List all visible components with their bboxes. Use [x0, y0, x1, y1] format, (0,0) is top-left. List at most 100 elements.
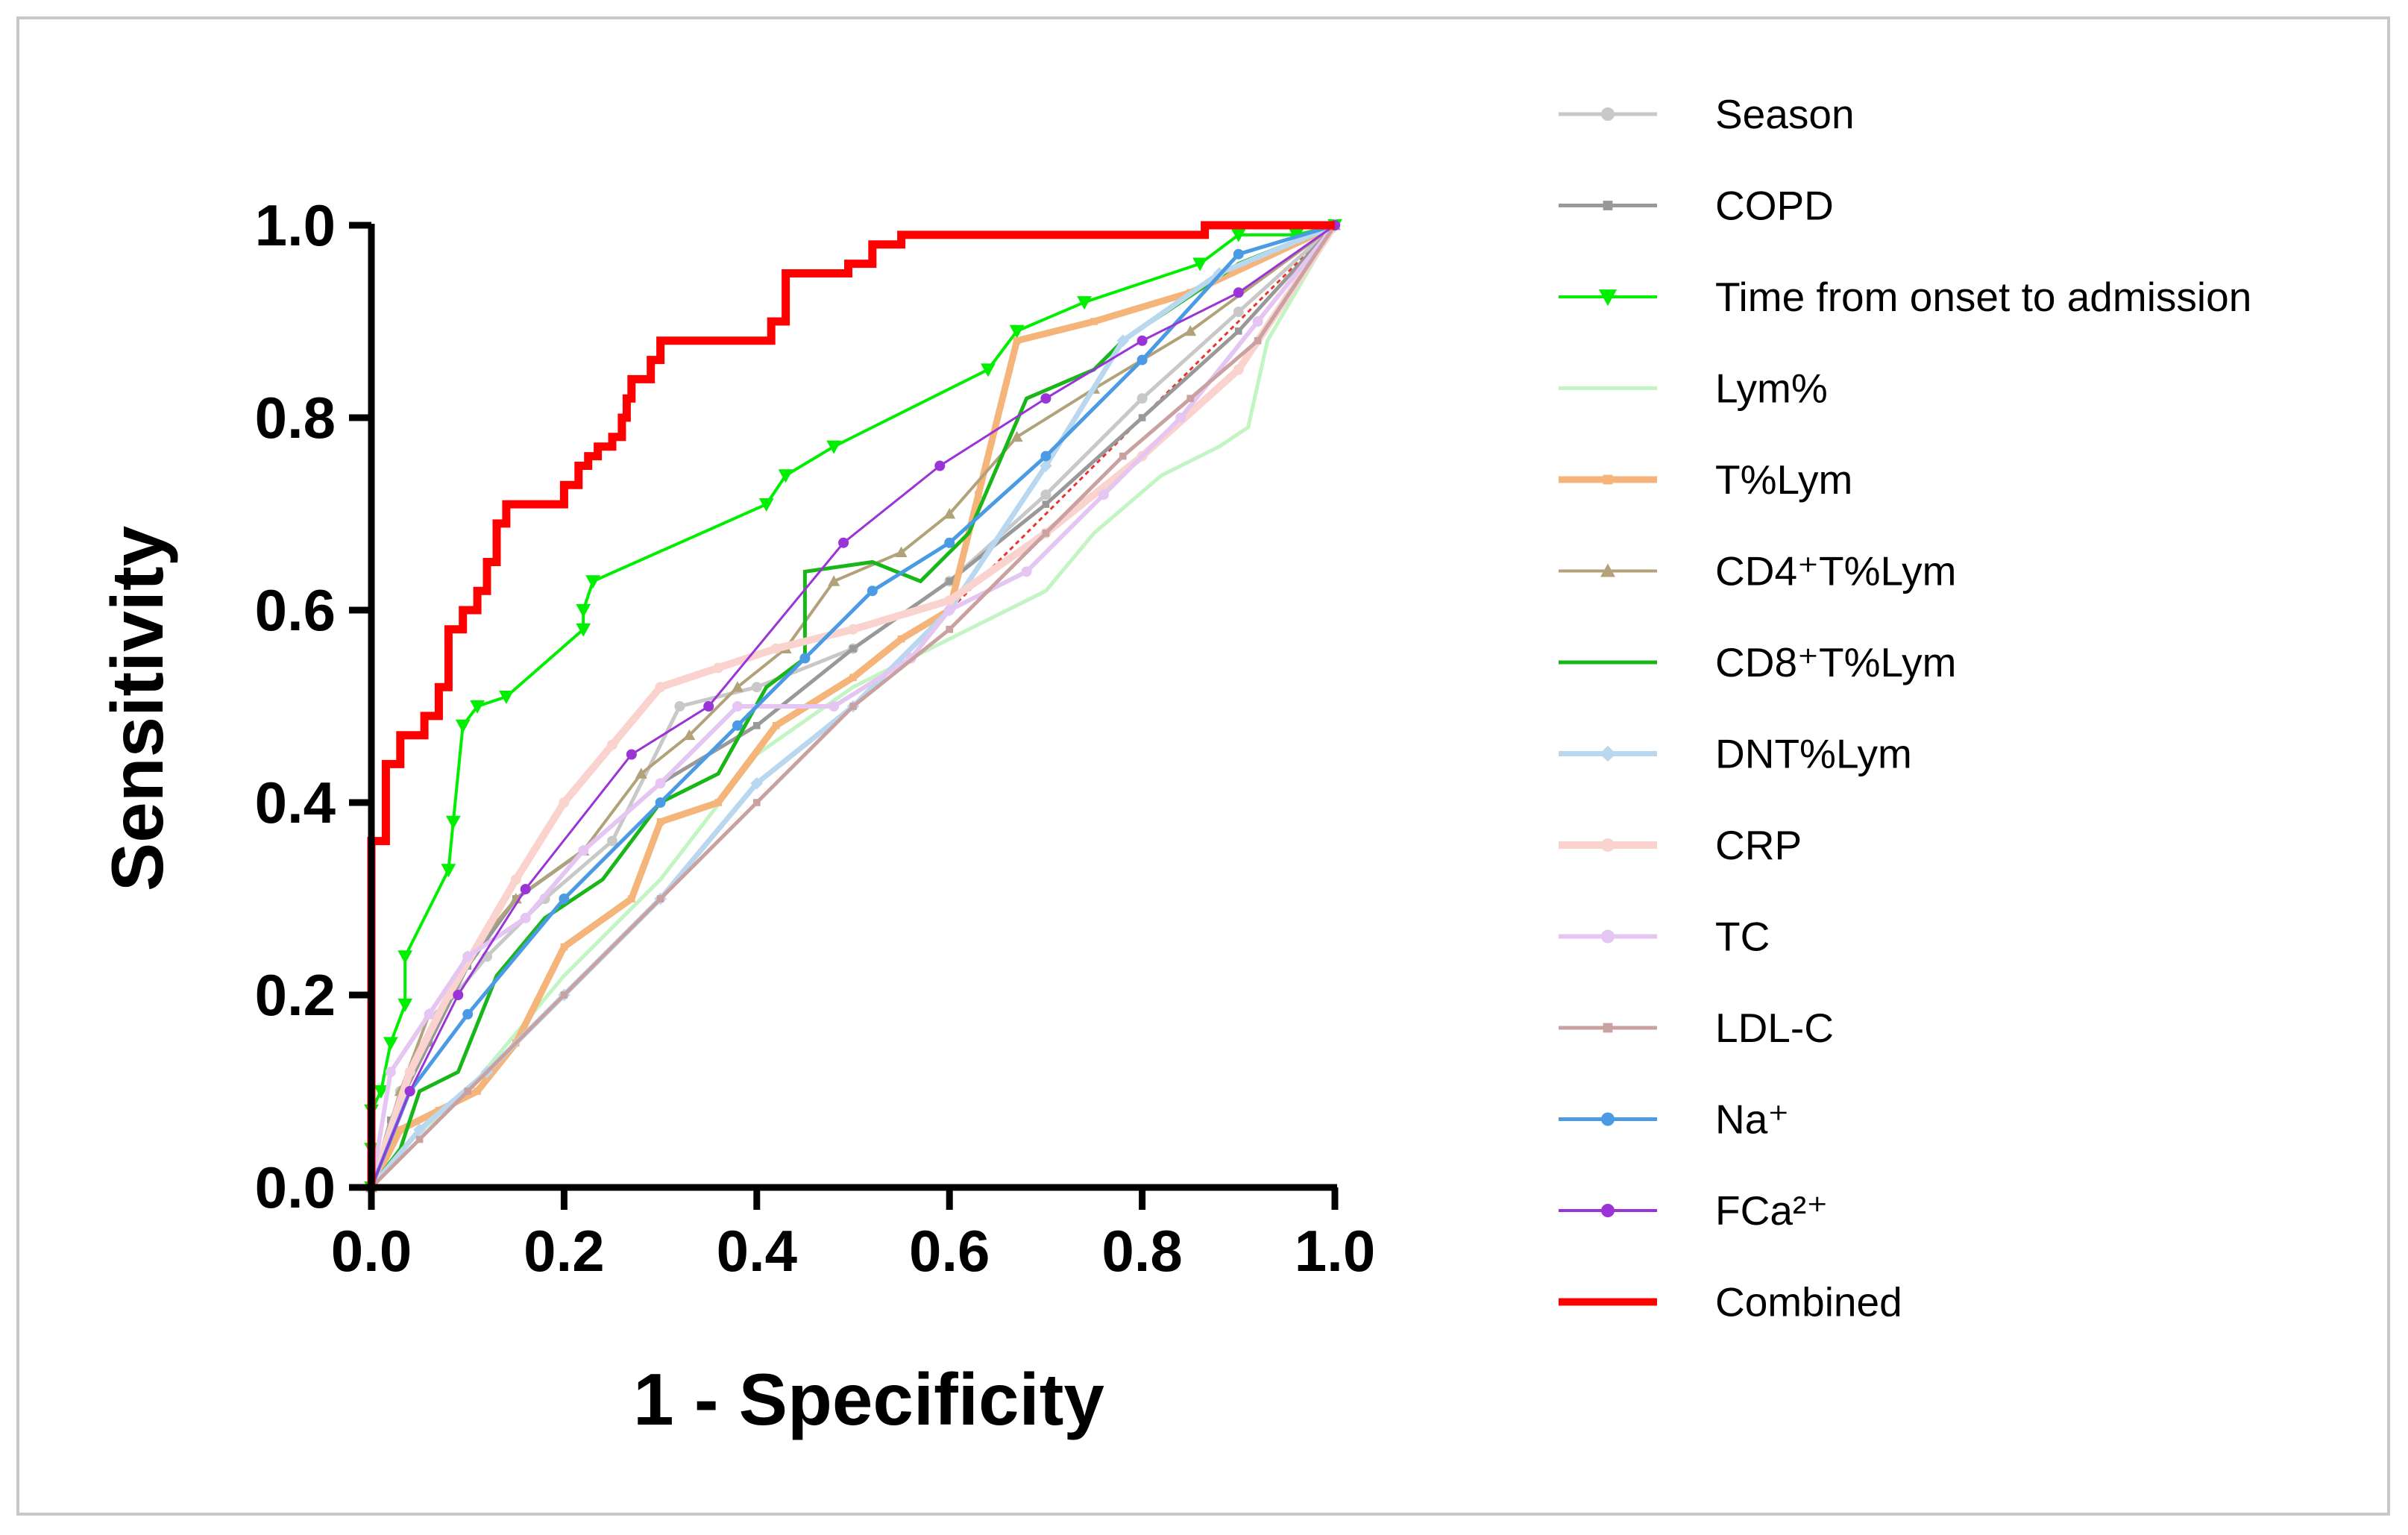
legend-item-t-lym: T%Lym [1559, 456, 1852, 503]
legend-item-crp: CRP [1559, 822, 1802, 868]
data-point [1040, 489, 1051, 500]
y-axis-title: Sensitivity [96, 526, 178, 891]
data-point [453, 990, 464, 1000]
legend-label: COPD [1715, 183, 1834, 229]
data-point [1233, 287, 1244, 298]
data-point [944, 605, 955, 615]
data-point [498, 691, 514, 704]
legend-marker [1600, 745, 1616, 762]
data-point [753, 722, 761, 729]
data-point [1175, 412, 1186, 423]
data-point [1040, 393, 1051, 404]
data-point [1186, 395, 1194, 402]
data-point [849, 644, 857, 653]
legend-item-ldl-c: LDL-C [1559, 1005, 1834, 1051]
data-point [425, 1039, 433, 1047]
legend-item-time-from-onset-to-admission: Time from onset to admission [1559, 274, 2251, 320]
data-point [867, 586, 878, 597]
data-point [1040, 459, 1052, 472]
data-point [934, 460, 946, 471]
data-point [799, 653, 811, 664]
data-point [895, 546, 908, 557]
data-point [731, 681, 744, 692]
data-point [713, 662, 724, 674]
data-point [829, 701, 840, 712]
data-point [1137, 335, 1148, 346]
data-point [585, 575, 601, 589]
legend-item-copd: COPD [1559, 183, 1834, 229]
data-point [441, 864, 456, 878]
data-point [655, 797, 666, 808]
series-line-fca [370, 224, 1336, 1188]
data-point [424, 1008, 435, 1020]
legend-marker [1601, 929, 1615, 944]
data-point [897, 635, 905, 643]
series-line-combined [367, 221, 1335, 1187]
data-point [1090, 318, 1098, 325]
data-point [455, 719, 471, 733]
data-point [1233, 248, 1244, 260]
data-point [772, 722, 780, 729]
data-point [578, 845, 589, 856]
legend-item-na: Na⁺ [1559, 1096, 1789, 1143]
data-point [849, 703, 857, 710]
data-point [1233, 364, 1244, 375]
data-point [674, 701, 685, 712]
legend-marker [1603, 1023, 1613, 1033]
data-point [1252, 316, 1263, 327]
data-point [413, 1123, 426, 1136]
data-point [626, 749, 637, 760]
legend-label: Combined [1715, 1279, 1902, 1325]
data-point [828, 575, 840, 586]
y-tick-label: 0.4 [255, 770, 336, 835]
data-point [753, 799, 761, 806]
data-point [750, 776, 764, 790]
figure-frame [16, 16, 2390, 1516]
data-point [607, 739, 617, 750]
legend-label: TC [1715, 914, 1770, 960]
data-point [404, 1067, 415, 1078]
y-tick-label: 0.6 [255, 577, 336, 643]
data-point [826, 440, 842, 454]
data-point [576, 623, 591, 637]
data-point [559, 797, 570, 808]
data-point [714, 799, 722, 806]
plot-area: 0.0 0.2 0.4 0.6 0.8 1.0 0.0 0.2 0.4 0.6 0.8 1.0 [255, 192, 1376, 1284]
series-lym [370, 224, 1337, 1189]
data-point [1021, 566, 1032, 577]
data-point [944, 537, 955, 548]
data-point [975, 491, 982, 498]
data-point [510, 874, 521, 885]
data-point [385, 1067, 396, 1078]
data-point [397, 950, 413, 964]
data-point [1233, 307, 1244, 318]
data-point [607, 835, 617, 847]
series-layer [364, 219, 1342, 1195]
legend-item-dnt-lym: DNT%Lym [1559, 731, 1912, 777]
legend-marker [1598, 289, 1618, 307]
legend-label: Time from onset to admission [1715, 274, 2251, 320]
legend-marker [1603, 201, 1613, 210]
x-tick-label: 0.0 [331, 1218, 412, 1284]
data-point [520, 912, 531, 923]
data-point [655, 778, 666, 789]
legend-label: T%Lym [1715, 456, 1852, 503]
x-tick-label: 0.6 [909, 1218, 990, 1284]
axes-layer: 0.0 0.2 0.4 0.6 0.8 1.0 0.0 0.2 0.4 0.6 0.8 1.0 [255, 192, 1376, 1284]
data-point [1042, 500, 1050, 508]
x-tick-label: 0.8 [1101, 1218, 1182, 1284]
data-point [560, 943, 568, 951]
legend-item-cd4-t-lym: CD4⁺T%Lym [1559, 548, 1956, 594]
data-point [462, 1008, 474, 1020]
data-point [943, 508, 956, 519]
legend-label: LDL-C [1715, 1005, 1834, 1051]
legend-label: CD8⁺T%Lym [1715, 639, 1956, 685]
reference-line [370, 224, 1336, 1189]
legend-marker [1603, 474, 1613, 485]
legend-item-season: Season [1559, 91, 1855, 137]
y-tick-label: 0.2 [255, 962, 336, 1028]
x-tick-label: 1.0 [1295, 1218, 1375, 1284]
data-point [1040, 451, 1051, 462]
legend: Season COPD Time from onset to admission Ly… [1559, 91, 2251, 1325]
series-cd8-t-lym [370, 223, 1336, 1189]
